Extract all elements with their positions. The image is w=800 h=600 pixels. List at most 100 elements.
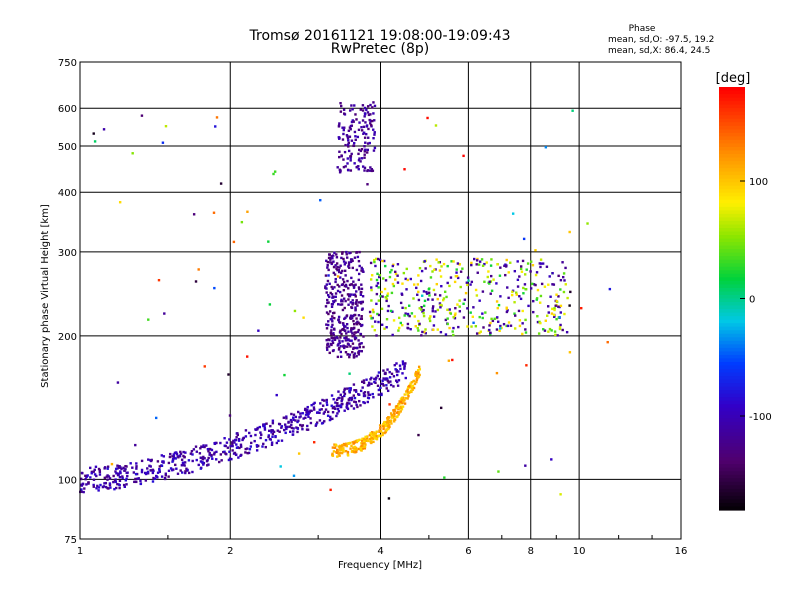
data-point [338, 444, 342, 448]
data-point [321, 398, 324, 402]
data-point [362, 131, 366, 134]
data-point [374, 320, 377, 323]
data-point [223, 450, 226, 453]
data-point [118, 201, 122, 204]
data-point [362, 345, 365, 349]
data-point [330, 336, 333, 340]
data-point [413, 382, 417, 386]
data-point [477, 263, 481, 266]
data-point [277, 422, 281, 426]
data-point [181, 471, 184, 474]
data-point [489, 264, 493, 267]
data-point [375, 376, 378, 379]
data-point [341, 126, 344, 129]
data-point [349, 128, 352, 131]
data-point [275, 441, 279, 445]
data-point [563, 312, 566, 316]
colorbar-segment [719, 414, 745, 419]
data-point [402, 400, 405, 403]
data-point [358, 157, 361, 160]
data-point [373, 119, 376, 122]
data-point [345, 442, 348, 445]
data-point [417, 298, 421, 302]
data-point [385, 429, 388, 432]
data-point [348, 387, 351, 390]
data-point [350, 450, 354, 453]
data-point [164, 124, 168, 128]
data-point [425, 292, 429, 295]
data-point [429, 264, 432, 268]
data-point [422, 290, 426, 293]
data-point [108, 483, 112, 487]
data-point [404, 312, 407, 315]
data-point [529, 270, 532, 273]
data-point [364, 141, 367, 144]
data-point [309, 421, 313, 425]
data-point [516, 260, 519, 263]
data-point [231, 443, 234, 446]
colorbar-segment [719, 298, 745, 303]
data-point [324, 274, 328, 277]
data-point [332, 337, 335, 340]
data-point [524, 331, 528, 334]
data-point [366, 169, 370, 172]
data-point [326, 323, 330, 327]
data-point [246, 210, 249, 213]
data-point [379, 430, 383, 433]
data-point [158, 465, 162, 468]
data-point [163, 312, 166, 315]
data-point [399, 400, 403, 404]
data-point [340, 332, 343, 336]
data-point [478, 299, 481, 302]
data-point [87, 481, 90, 484]
data-point [516, 285, 520, 288]
data-point [147, 458, 150, 461]
data-point [358, 345, 362, 349]
data-point [341, 444, 344, 447]
data-point [274, 435, 277, 438]
data-point [302, 417, 305, 420]
data-point [352, 144, 356, 148]
data-point [275, 393, 278, 397]
data-point [388, 376, 392, 379]
colorbar-segment [719, 400, 745, 405]
data-point [381, 379, 384, 382]
data-point [367, 383, 371, 387]
data-point [416, 283, 420, 286]
data-point [233, 451, 237, 455]
data-point [475, 332, 479, 335]
data-point [476, 271, 479, 274]
data-point [385, 384, 388, 387]
data-point [210, 448, 214, 452]
x-tick-labels: 1 2 4 6 8 10 16 [77, 546, 688, 557]
data-point [231, 444, 234, 448]
data-point [370, 432, 374, 436]
data-point [357, 286, 361, 289]
data-point [459, 270, 463, 273]
colorbar-segment [719, 132, 745, 137]
data-point [342, 327, 345, 331]
data-point [255, 444, 259, 447]
data-point [398, 326, 401, 330]
data-point [233, 441, 236, 444]
data-point [439, 303, 442, 307]
data-point [364, 435, 367, 439]
colorbar-segment [719, 428, 745, 434]
data-point [239, 445, 243, 448]
data-point [434, 124, 438, 127]
data-point [426, 116, 429, 120]
data-point [167, 469, 171, 472]
colorbar-segment [719, 467, 745, 472]
data-point [184, 451, 187, 454]
data-point [402, 362, 405, 365]
data-point [144, 479, 148, 482]
data-point [299, 412, 302, 415]
data-point [349, 260, 353, 264]
data-point [519, 297, 523, 301]
data-point [381, 295, 384, 298]
colorbar-segment [719, 340, 745, 345]
data-point [568, 351, 572, 354]
data-point [244, 451, 247, 454]
data-point [171, 455, 174, 458]
